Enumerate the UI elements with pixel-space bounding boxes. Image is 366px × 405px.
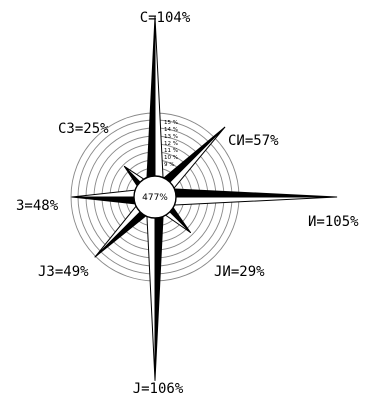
label-southeast: JИ=29%	[214, 264, 265, 280]
ring-label: 10 %	[164, 155, 178, 161]
ring-labels: 15 % 14 % 13 % 12 % 11 % 10 % 9 %	[164, 120, 178, 168]
label-northwest: СЗ=25%	[58, 121, 109, 137]
label-east: И=105%	[308, 214, 359, 230]
ring-label: 14 %	[164, 127, 178, 133]
center-total-label: 477%	[142, 193, 168, 203]
ring-label: 12 %	[164, 141, 178, 147]
ring-label: 15 %	[164, 120, 178, 126]
petal-s-light	[145, 196, 156, 381]
petal-n-dark	[145, 16, 156, 198]
label-southwest: JЗ=49%	[38, 264, 89, 280]
label-north: С=104%	[140, 10, 191, 26]
label-west: З=48%	[16, 198, 59, 214]
petal-n-light	[154, 16, 165, 198]
petal-e-dark	[154, 187, 338, 198]
petal-s-dark	[154, 196, 165, 381]
center-disc	[133, 175, 177, 219]
petal-e-light	[154, 196, 338, 207]
direction-labels: С=104% СИ=57% И=105% JИ=29% J=106% JЗ=49…	[16, 10, 359, 397]
ring-label: 11 %	[164, 148, 178, 154]
ring-label: 13 %	[164, 134, 178, 140]
wind-rose-petals	[71, 16, 338, 381]
ring-label: 9 %	[164, 162, 174, 168]
label-south: J=106%	[133, 381, 184, 397]
label-northeast: СИ=57%	[228, 133, 279, 149]
